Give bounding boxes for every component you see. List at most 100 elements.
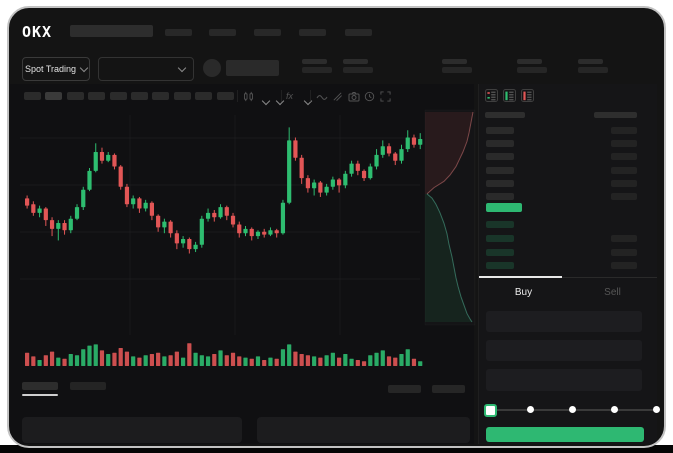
ask-amount-placeholder[interactable] [611, 127, 637, 134]
indicators-icon[interactable]: fx [286, 91, 294, 101]
trading-mode-selector[interactable]: Spot Trading [22, 57, 90, 81]
slider-stop[interactable] [527, 406, 535, 413]
ask-amount-placeholder[interactable] [611, 153, 637, 160]
candle-body [181, 239, 186, 244]
timeframe-button-placeholder[interactable] [173, 92, 191, 100]
last-price-badge[interactable] [486, 203, 522, 212]
nav-item-placeholder[interactable] [165, 29, 192, 36]
volume-bar [199, 355, 204, 366]
ask-amount-placeholder[interactable] [611, 140, 637, 147]
buy-submit-button[interactable] [486, 427, 644, 442]
ticker-stat-value-placeholder [517, 67, 547, 73]
timeframe-button-placeholder[interactable] [152, 92, 170, 100]
bid-price-placeholder[interactable] [486, 221, 514, 228]
toolbar-divider [281, 90, 282, 102]
ask-price-placeholder[interactable] [486, 180, 514, 187]
line-tool-icon[interactable] [316, 92, 328, 102]
slider-stop[interactable] [610, 406, 618, 413]
candle-body [399, 149, 404, 161]
screenshot-camera-icon[interactable] [348, 91, 360, 102]
nav-item-placeholder[interactable] [209, 29, 236, 36]
ask-price-placeholder[interactable] [486, 127, 514, 134]
ask-price-placeholder[interactable] [486, 140, 514, 147]
order-book-asks-only-icon[interactable] [521, 89, 534, 102]
volume-bar [68, 354, 73, 366]
nav-item-placeholder[interactable] [299, 29, 326, 36]
candle-body [174, 233, 179, 244]
candle-body [274, 230, 279, 234]
price-input[interactable] [486, 311, 642, 332]
order-book-bids-only-icon[interactable] [503, 89, 516, 102]
nav-item-placeholder[interactable] [345, 29, 372, 36]
candle-body [405, 137, 410, 150]
bid-price-placeholder[interactable] [486, 262, 514, 269]
price-chart-svg[interactable] [20, 105, 476, 377]
slider-stop[interactable] [652, 406, 660, 413]
draw-tool-icon[interactable] [332, 91, 343, 102]
ask-amount-placeholder[interactable] [611, 167, 637, 174]
slider-handle[interactable] [483, 404, 497, 417]
nav-item-placeholder[interactable] [254, 29, 281, 36]
ticker-stat-label-placeholder [302, 59, 327, 64]
order-history-tab[interactable] [70, 382, 106, 390]
chevron-down-icon[interactable] [275, 96, 285, 106]
ask-price-placeholder[interactable] [486, 167, 514, 174]
timeframe-button-placeholder[interactable] [88, 92, 106, 100]
tab-buy[interactable]: Buy [514, 286, 533, 298]
amount-input[interactable] [486, 340, 642, 361]
ask-amount-placeholder[interactable] [611, 193, 637, 200]
volume-bar [230, 352, 236, 366]
ask-price-placeholder[interactable] [486, 193, 514, 200]
bid-amount-placeholder[interactable] [611, 262, 637, 269]
candle-body [330, 179, 335, 187]
timeframe-button-placeholder[interactable] [216, 92, 234, 100]
timeframe-button-placeholder[interactable] [109, 92, 127, 100]
candle-body [262, 231, 267, 235]
chevron-down-icon[interactable] [261, 96, 271, 106]
volume-bar [393, 357, 398, 366]
timeframe-button-placeholder[interactable] [195, 92, 213, 100]
chart-type-candles-icon[interactable] [243, 91, 254, 102]
timeframe-button-placeholder[interactable] [45, 92, 63, 100]
chevron-down-icon [177, 63, 187, 73]
fullscreen-icon[interactable] [380, 91, 391, 102]
slider-stop[interactable] [569, 406, 576, 413]
ask-amount-placeholder[interactable] [611, 180, 637, 187]
orders-tab-active[interactable] [22, 382, 58, 390]
okx-logo: OKX [22, 23, 53, 41]
timeframe-button-placeholder[interactable] [131, 92, 148, 100]
bid-price-placeholder[interactable] [486, 249, 514, 256]
bottom-link-placeholder[interactable] [388, 385, 421, 393]
order-book-combined-icon[interactable] [485, 89, 498, 102]
volume-bar [87, 345, 92, 366]
volume-bar [81, 349, 86, 366]
ticker-stat-value-placeholder [578, 67, 608, 73]
volume-bar [56, 357, 61, 366]
price-column-header-placeholder [485, 112, 525, 118]
candle-body [124, 186, 130, 205]
candle-body [99, 152, 105, 161]
timeframe-button-placeholder[interactable] [66, 92, 84, 100]
timeframe-button-placeholder[interactable] [24, 92, 41, 100]
volume-bar [280, 349, 286, 366]
volume-bar [124, 351, 130, 366]
search-input[interactable] [70, 25, 153, 37]
history-clock-icon[interactable] [364, 91, 375, 102]
bid-price-placeholder[interactable] [486, 235, 514, 242]
volume-bar [405, 349, 410, 366]
open-orders-table-placeholder [22, 417, 242, 443]
ask-price-placeholder[interactable] [486, 153, 514, 160]
total-input[interactable] [486, 369, 642, 391]
volume-bar [31, 356, 36, 366]
volume-bar [168, 355, 173, 366]
pair-selector-dropdown[interactable] [98, 57, 194, 81]
candle-body [156, 215, 161, 228]
candle-body [106, 154, 111, 161]
bid-amount-placeholder[interactable] [611, 249, 637, 256]
candle-body [131, 198, 136, 205]
tab-sell[interactable]: Sell [604, 286, 621, 298]
price-chart[interactable] [20, 105, 476, 377]
bid-amount-placeholder[interactable] [611, 235, 637, 242]
bottom-link-placeholder[interactable] [432, 385, 465, 393]
volume-bar [237, 356, 242, 366]
